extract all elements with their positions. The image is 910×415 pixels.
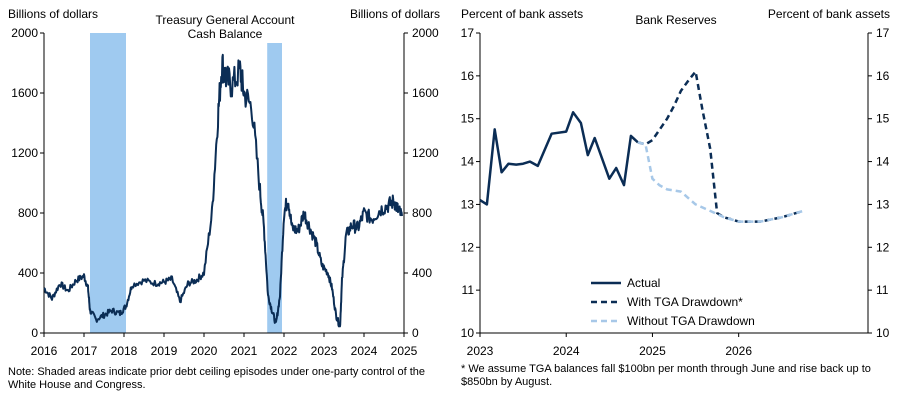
left-axis-label: Percent of bank assets <box>461 7 583 21</box>
y-tick-label-left: 14 <box>461 155 475 169</box>
x-tick-label: 2025 <box>639 344 666 358</box>
y-tick-label-left: 1600 <box>11 86 38 100</box>
bank-reserves-chart: Percent of bank assets Percent of bank a… <box>461 7 890 358</box>
tga-balance-line <box>43 53 403 328</box>
left-axis-label: Billions of dollars <box>8 7 98 21</box>
x-tick-label: 2017 <box>71 344 98 358</box>
chart-title-line-2: Cash Balance <box>188 27 263 41</box>
y-tick-label-right: 0 <box>412 326 419 340</box>
y-tick-label-left: 11 <box>462 283 475 297</box>
y-tick-label-left: 15 <box>461 112 475 126</box>
x-tick-label: 2022 <box>271 344 298 358</box>
legend-label: With TGA Drawdown* <box>627 295 743 309</box>
right-footnote: * We assume TGA balances fall $100bn per… <box>461 363 871 388</box>
shaded-debt-ceiling-period <box>267 43 282 333</box>
y-tick-label-right: 2000 <box>412 26 439 40</box>
y-tick-label-right: 1200 <box>412 146 439 160</box>
y-tick-label-left: 16 <box>461 69 475 83</box>
right-axis-label: Billions of dollars <box>350 7 440 21</box>
y-tick-label-left: 800 <box>18 206 38 220</box>
legend-label: Actual <box>627 276 660 290</box>
x-tick-label: 2023 <box>467 344 494 358</box>
x-tick-label: 2024 <box>553 344 580 358</box>
right-axis-label: Percent of bank assets <box>768 7 890 21</box>
y-tick-label-right: 14 <box>876 155 890 169</box>
y-tick-label-left: 1200 <box>11 146 38 160</box>
x-tick-label: 2018 <box>111 344 138 358</box>
y-tick-label-right: 800 <box>412 206 432 220</box>
x-tick-label: 2024 <box>351 344 378 358</box>
y-tick-label-right: 11 <box>876 283 889 297</box>
y-tick-label-left: 400 <box>18 266 38 280</box>
y-tick-label-left: 13 <box>461 197 475 211</box>
y-tick-label-right: 400 <box>412 266 432 280</box>
x-tick-label: 2023 <box>311 344 338 358</box>
y-tick-label-right: 10 <box>876 326 890 340</box>
y-tick-label-right: 17 <box>876 26 890 40</box>
y-tick-label-left: 12 <box>461 240 475 254</box>
y-tick-label-right: 15 <box>876 112 890 126</box>
y-tick-label-left: 0 <box>31 326 38 340</box>
x-tick-label: 2019 <box>151 344 178 358</box>
y-tick-label-left: 17 <box>461 26 475 40</box>
legend-label: Without TGA Drawdown <box>627 314 755 328</box>
x-tick-label: 2020 <box>191 344 218 358</box>
with-tga-drawdown-line <box>637 70 804 223</box>
chart-title-line-1: Treasury General Account <box>156 13 296 27</box>
x-tick-label: 2016 <box>31 344 58 358</box>
without-tga-drawdown-line <box>637 141 804 223</box>
y-tick-label-right: 13 <box>876 197 890 211</box>
left-footnote: Note: Shaded areas indicate prior debt c… <box>8 366 426 391</box>
y-tick-label-left: 10 <box>461 326 475 340</box>
chart-title: Bank Reserves <box>635 13 716 27</box>
tga-cash-balance-chart: Billions of dollars Billions of dollars … <box>8 7 440 358</box>
x-tick-label: 2025 <box>391 344 418 358</box>
x-tick-label: 2026 <box>725 344 752 358</box>
shaded-debt-ceiling-period <box>90 33 126 333</box>
y-tick-label-right: 1600 <box>412 86 439 100</box>
y-tick-label-right: 16 <box>876 69 890 83</box>
actual-line <box>479 111 639 206</box>
y-tick-label-right: 12 <box>876 240 890 254</box>
y-tick-label-left: 2000 <box>11 26 38 40</box>
x-tick-label: 2021 <box>231 344 258 358</box>
